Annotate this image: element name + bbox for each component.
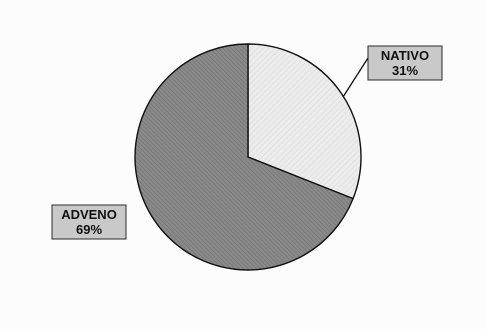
adveno-label: ADVENO xyxy=(61,207,117,222)
pie-slices xyxy=(134,43,362,271)
pie-slice-adveno xyxy=(134,43,354,271)
adveno-label-box xyxy=(51,204,127,240)
nativo-label: NATIVO xyxy=(381,48,429,63)
adveno-percent: 69% xyxy=(76,222,102,237)
nativo-leader-line xyxy=(342,57,369,98)
pie-slice-nativo xyxy=(247,43,362,200)
nativo-label-box xyxy=(367,45,443,81)
nativo-percent: 31% xyxy=(392,63,418,78)
